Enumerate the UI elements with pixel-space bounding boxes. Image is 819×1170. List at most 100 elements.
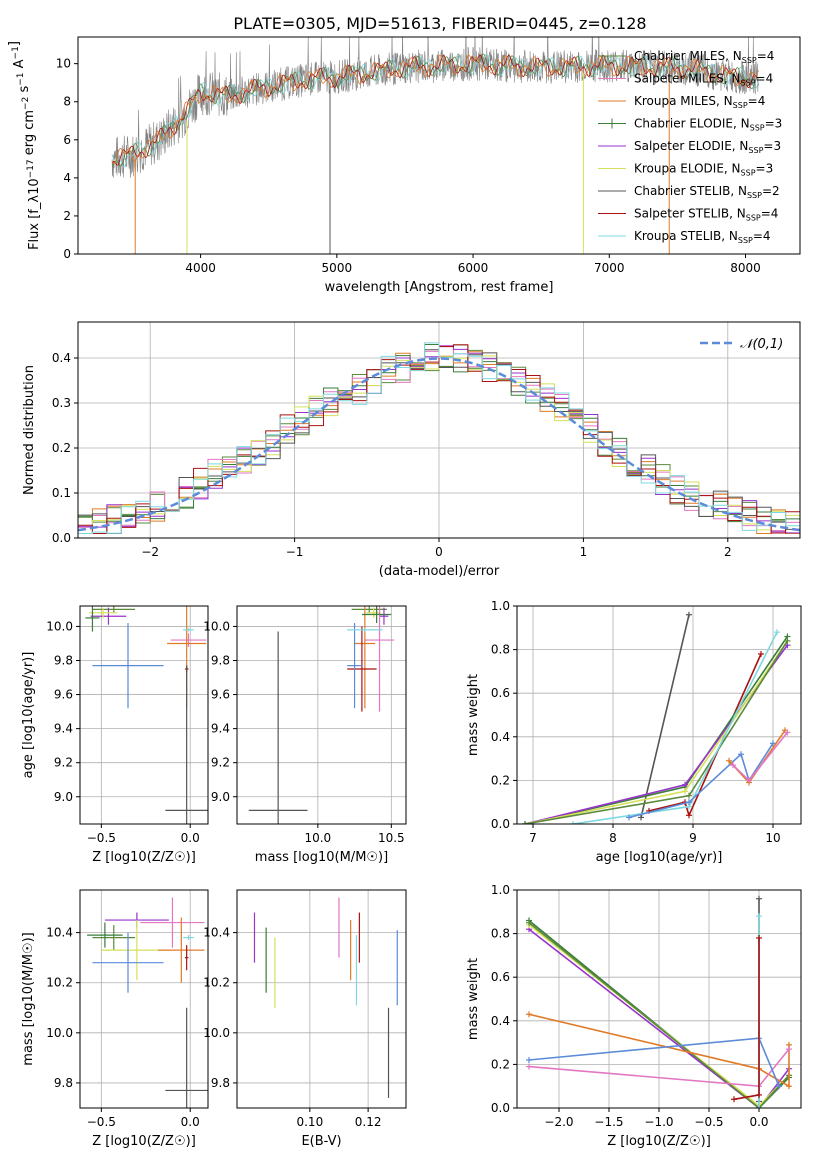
x-tick-label: 0.0 bbox=[181, 1115, 200, 1129]
legend-entry: Chabrier STELIB, NSSP=2 bbox=[634, 184, 780, 200]
y-tick-label: 0.2 bbox=[52, 441, 71, 455]
axes-frame bbox=[236, 605, 407, 825]
y-tick-label: 1.0 bbox=[491, 599, 510, 613]
chart-age_vs_mass: 10.0 10.5 9.0 9.2 9.4 9.6 9.8 10.0 mass [log10(M… bbox=[203, 605, 407, 865]
x-tick-label: 10.5 bbox=[378, 831, 405, 845]
legend-subscript: SSP bbox=[742, 56, 757, 65]
legend-suffix: =4 bbox=[756, 72, 774, 86]
label-part: Flux [f_λ10 bbox=[27, 178, 42, 250]
legend-subscript: SSP bbox=[747, 191, 762, 200]
chart-massweight_vs_age: 7 8 9 10 0.0 0.2 0.4 0.6 0.8 1.0 age [log10(age/yr… bbox=[466, 599, 802, 865]
series-line-kroupa_stelib bbox=[572, 631, 778, 824]
y-tick-label: 9.0 bbox=[211, 790, 230, 804]
x-axis-label: Z [log10(Z/Z☉)] bbox=[92, 1134, 196, 1149]
legend-subscript: SSP bbox=[741, 169, 756, 178]
label-part: age [log10(age/yr)] bbox=[21, 652, 36, 779]
label-part: mass [log10(M/M☉)] bbox=[21, 932, 36, 1065]
y-tick-label: 0.0 bbox=[52, 531, 71, 545]
chart-massweight_vs_Z: −2.0 −1.5 −1.0 −0.5 0.0 0.0 0.2 0.4 0.6 0.8 1.0 Z [… bbox=[466, 883, 802, 1149]
y-tick-label: 9.8 bbox=[54, 654, 73, 668]
x-tick-label: 4000 bbox=[185, 261, 216, 275]
x-tick-label: 6000 bbox=[458, 261, 489, 275]
label-script: −1 bbox=[16, 72, 26, 85]
plot-area bbox=[111, 37, 760, 254]
x-axis-label: mass [log10(M/M☉)] bbox=[255, 850, 388, 865]
model-line-kroupa_stelib bbox=[111, 53, 759, 168]
label-part: erg cm bbox=[22, 110, 37, 159]
chart-spectrum: Chabrier MILES, NSSP=4 Salpeter MILES, NS… bbox=[7, 36, 801, 295]
legend-suffix: =2 bbox=[762, 184, 780, 198]
y-tick-label: 10.0 bbox=[46, 1026, 73, 1040]
y-tick-label: 0.1 bbox=[52, 486, 71, 500]
x-tick-label: −0.5 bbox=[87, 1115, 116, 1129]
x-tick-label: −2 bbox=[141, 545, 159, 559]
label-part: s bbox=[17, 86, 32, 97]
x-tick-label: −1.5 bbox=[594, 1115, 623, 1129]
y-tick-label: 0.6 bbox=[491, 686, 510, 700]
x-tick-label: 9 bbox=[689, 831, 697, 845]
x-axis-label: wavelength [Angstrom, rest frame] bbox=[325, 280, 554, 295]
x-axis-label: Z [log10(Z/Z☉)] bbox=[92, 850, 196, 865]
y-axis-label: Normed distribution bbox=[22, 365, 37, 495]
legend-subscript: SSP bbox=[733, 101, 748, 110]
legend-entry: Kroupa STELIB, NSSP=4 bbox=[634, 229, 771, 245]
plot-area bbox=[526, 895, 792, 1108]
figure-title: PLATE=0305, MJD=51613, FIBERID=0445, z=0… bbox=[233, 14, 646, 33]
axes-frame bbox=[79, 605, 209, 825]
y-tick-label: 9.4 bbox=[54, 722, 73, 736]
y-tick-label: 9.8 bbox=[211, 1076, 230, 1090]
label-script: −17 bbox=[26, 159, 36, 178]
x-axis-label: E(B-V) bbox=[301, 1134, 341, 1149]
x-tick-label: −2.0 bbox=[544, 1115, 573, 1129]
y-tick-label: 0.0 bbox=[491, 817, 510, 831]
y-tick-label: 9.2 bbox=[211, 756, 230, 770]
legend-suffix: =4 bbox=[753, 229, 771, 243]
y-tick-label: 0.8 bbox=[491, 643, 510, 657]
label-part: Normed distribution bbox=[22, 365, 37, 495]
plot-area bbox=[78, 342, 800, 538]
plot-area bbox=[87, 897, 208, 1108]
y-tick-label: 9.4 bbox=[211, 722, 230, 736]
x-tick-label: 7000 bbox=[594, 261, 625, 275]
y-axis-label: mass weight bbox=[466, 674, 481, 756]
label-part: mass weight bbox=[466, 674, 481, 756]
label-part: ] bbox=[7, 41, 22, 46]
y-axis-label: Flux [f_λ10−17 erg cm−2 s−1 A−1] bbox=[7, 41, 42, 250]
y-tick-label: 10.0 bbox=[203, 1026, 230, 1040]
x-tick-label: 8 bbox=[609, 831, 617, 845]
legend-entry: Salpeter MILES, NSSP=4 bbox=[634, 72, 773, 88]
x-axis-label: Z [log10(Z/Z☉)] bbox=[607, 1134, 711, 1149]
legend-suffix: =4 bbox=[761, 207, 779, 221]
plot-area bbox=[253, 897, 398, 1098]
y-tick-label: 0.2 bbox=[491, 1057, 510, 1071]
x-tick-label: 7 bbox=[529, 831, 537, 845]
y-tick-label: 0.8 bbox=[491, 927, 510, 941]
model-line-kroupa_miles bbox=[111, 54, 759, 164]
y-tick-label: 0.3 bbox=[52, 396, 71, 410]
series-line-salpeter_stelib bbox=[733, 938, 760, 1101]
label-part: Z [log10(Z/Z☉)] bbox=[92, 850, 196, 865]
y-tick-label: 9.0 bbox=[54, 790, 73, 804]
x-tick-label: 10.0 bbox=[304, 831, 331, 845]
y-tick-label: 0.2 bbox=[491, 773, 510, 787]
x-tick-label: 1 bbox=[580, 545, 588, 559]
y-tick-label: 0.4 bbox=[491, 730, 510, 744]
chart-mass_vs_ebv: 0.10 0.12 9.8 10.0 10.2 10.4 E(B-V) bbox=[203, 889, 407, 1149]
y-tick-label: 9.8 bbox=[54, 1076, 73, 1090]
series-line-extra_blue bbox=[528, 1037, 780, 1087]
legend-suffix: =3 bbox=[756, 162, 774, 176]
legend-suffix: =4 bbox=[757, 49, 775, 63]
series-line-chabrier_stelib bbox=[640, 614, 690, 818]
y-tick-label: 0.6 bbox=[491, 970, 510, 984]
legend-entry: Salpeter STELIB, NSSP=4 bbox=[634, 207, 778, 223]
chart-residuals: 𝒩(0,1) −2 −1 0 1 2 0.0 0.1 0.2 0.3 0.4 (data-model)… bbox=[22, 321, 801, 579]
y-tick-label: 10.4 bbox=[203, 926, 230, 940]
histogram-kroupa_stelib bbox=[78, 342, 800, 538]
axes-frame bbox=[79, 889, 209, 1109]
y-tick-label: 1.0 bbox=[491, 883, 510, 897]
y-axis-label: age [log10(age/yr)] bbox=[21, 652, 36, 779]
x-tick-label: 0 bbox=[435, 545, 443, 559]
label-part: (data-model)/error bbox=[379, 564, 500, 579]
plot-area bbox=[85, 606, 208, 824]
